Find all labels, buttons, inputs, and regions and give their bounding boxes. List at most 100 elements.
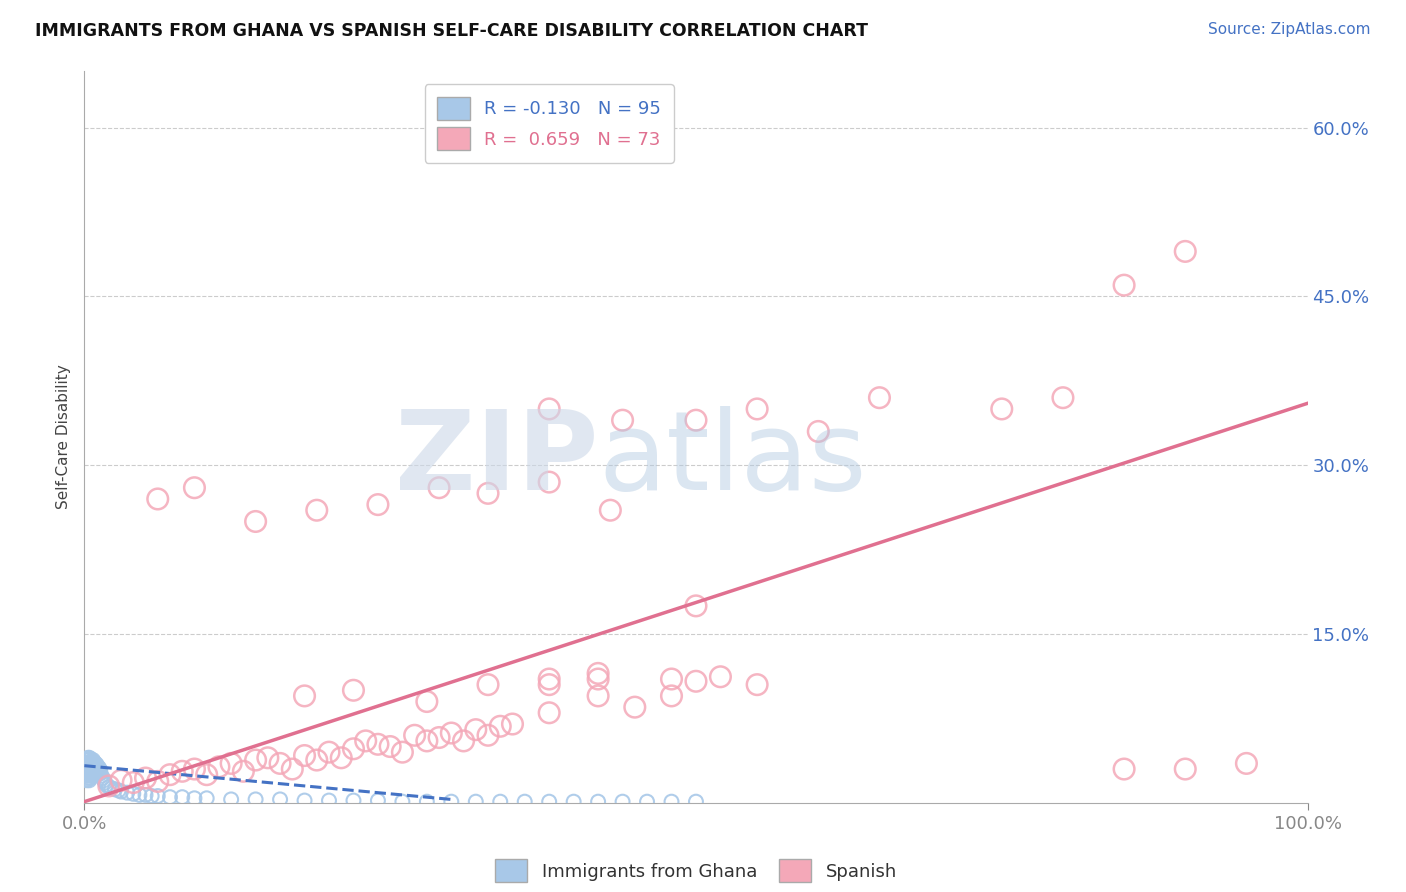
Legend: Immigrants from Ghana, Spanish: Immigrants from Ghana, Spanish	[488, 852, 904, 889]
Point	[80, 754, 103, 768]
Point	[76, 753, 98, 767]
Point	[1052, 391, 1074, 405]
Point	[79, 771, 101, 785]
Point	[128, 788, 150, 802]
Point	[391, 745, 413, 759]
Point	[183, 481, 205, 495]
Point	[89, 763, 111, 777]
Point	[477, 486, 499, 500]
Point	[79, 756, 101, 770]
Point	[330, 751, 353, 765]
Point	[661, 689, 683, 703]
Y-axis label: Self-Care Disability: Self-Care Disability	[56, 365, 72, 509]
Point	[624, 700, 647, 714]
Point	[83, 758, 105, 772]
Point	[122, 787, 145, 801]
Point	[77, 751, 100, 765]
Point	[84, 762, 107, 776]
Point	[77, 756, 100, 770]
Point	[208, 760, 231, 774]
Point	[110, 784, 132, 798]
Text: Source: ZipAtlas.com: Source: ZipAtlas.com	[1208, 22, 1371, 37]
Point	[135, 788, 157, 802]
Point	[195, 791, 218, 805]
Point	[586, 795, 609, 809]
Point	[367, 498, 389, 512]
Point	[82, 753, 104, 767]
Point	[586, 666, 609, 681]
Point	[464, 723, 486, 737]
Point	[685, 795, 707, 809]
Point	[79, 762, 101, 776]
Point	[183, 762, 205, 776]
Point	[77, 762, 100, 776]
Point	[159, 790, 181, 805]
Point	[79, 758, 101, 772]
Point	[77, 771, 100, 785]
Point	[83, 764, 105, 779]
Point	[367, 793, 389, 807]
Point	[146, 774, 169, 789]
Point	[586, 689, 609, 703]
Point	[86, 757, 108, 772]
Point	[76, 767, 98, 781]
Point	[115, 786, 138, 800]
Point	[76, 764, 98, 779]
Point	[562, 795, 585, 809]
Point	[661, 795, 683, 809]
Point	[685, 674, 707, 689]
Point	[219, 792, 242, 806]
Point	[77, 758, 100, 772]
Point	[77, 760, 100, 774]
Point	[146, 491, 169, 506]
Point	[75, 767, 97, 781]
Point	[538, 672, 561, 686]
Point	[636, 795, 658, 809]
Point	[269, 792, 291, 806]
Point	[416, 694, 439, 708]
Point	[427, 731, 450, 745]
Point	[538, 401, 561, 416]
Point	[141, 789, 163, 803]
Point	[93, 773, 115, 788]
Point	[107, 783, 129, 797]
Point	[82, 760, 104, 774]
Point	[318, 793, 340, 807]
Point	[122, 775, 145, 789]
Point	[219, 756, 242, 771]
Point	[294, 748, 316, 763]
Point	[685, 599, 707, 613]
Point	[77, 773, 100, 788]
Point	[1174, 762, 1197, 776]
Point	[75, 756, 97, 771]
Point	[82, 763, 104, 777]
Point	[427, 481, 450, 495]
Point	[1114, 278, 1136, 293]
Point	[94, 775, 117, 789]
Point	[83, 756, 105, 770]
Point	[453, 734, 475, 748]
Point	[159, 767, 181, 781]
Point	[1236, 756, 1258, 771]
Point	[685, 413, 707, 427]
Point	[747, 678, 769, 692]
Point	[172, 790, 194, 805]
Text: ZIP: ZIP	[395, 406, 598, 513]
Point	[464, 795, 486, 809]
Point	[661, 672, 683, 686]
Point	[342, 683, 364, 698]
Point	[1114, 762, 1136, 776]
Point	[354, 734, 377, 748]
Point	[232, 764, 254, 779]
Point	[77, 767, 100, 781]
Point	[709, 670, 731, 684]
Point	[89, 766, 111, 780]
Point	[416, 795, 439, 809]
Point	[612, 413, 634, 427]
Point	[183, 791, 205, 805]
Point	[146, 789, 169, 803]
Point	[82, 766, 104, 780]
Point	[305, 753, 328, 767]
Point	[87, 761, 110, 775]
Point	[84, 760, 107, 774]
